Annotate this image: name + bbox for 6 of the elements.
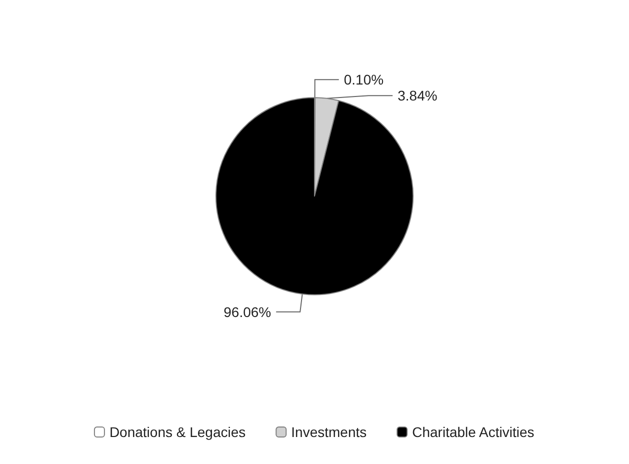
legend-label: Investments <box>291 424 367 440</box>
data-label: 0.10% <box>344 72 384 88</box>
legend-label: Donations & Legacies <box>109 424 246 440</box>
data-label: 96.06% <box>224 304 272 320</box>
data-label: 3.84% <box>398 88 438 104</box>
legend-label: Charitable Activities <box>412 424 534 440</box>
